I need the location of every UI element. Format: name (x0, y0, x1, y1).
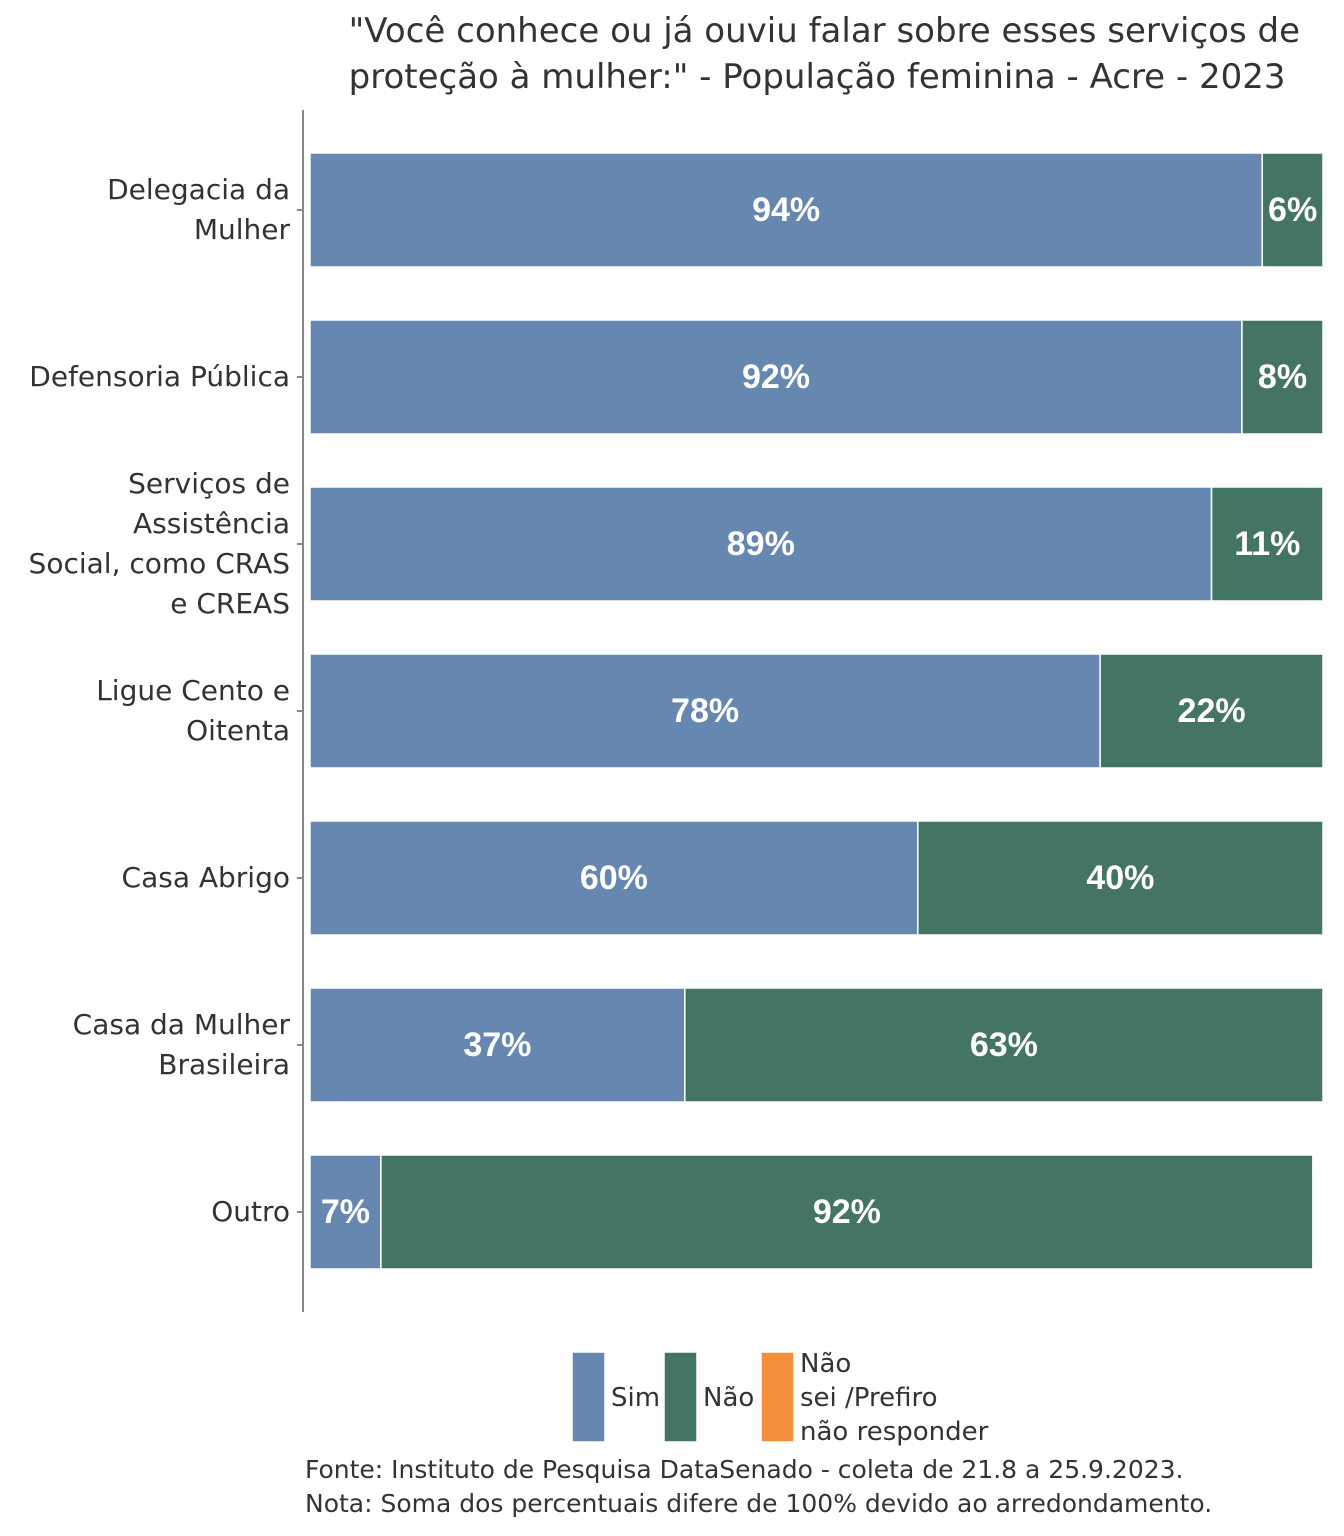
legend-label: Não (703, 1383, 755, 1413)
value-label: 22% (1178, 692, 1246, 730)
bar-segment (1261, 152, 1324, 268)
value-label: 11% (1234, 525, 1300, 563)
bar-segment (917, 820, 1324, 936)
y-tick-label: Casa Abrigo (121, 861, 290, 894)
value-label: 94% (752, 191, 820, 229)
value-label: 40% (1086, 859, 1154, 897)
bar-segment (684, 987, 1324, 1103)
value-label: 6% (1268, 191, 1317, 229)
legend-label: Sim (611, 1383, 661, 1413)
value-label: 92% (813, 1193, 881, 1231)
y-tick-label: Delegacia da Mulher (107, 173, 290, 246)
footnote: Fonte: Instituto de Pesquisa DataSenado … (305, 1455, 1184, 1484)
value-label: 78% (671, 692, 739, 730)
footnote: Nota: Soma dos percentuais difere de 100… (305, 1489, 1213, 1518)
y-tick-label: Casa da Mulher Brasileira (72, 1008, 290, 1081)
value-label: 92% (742, 358, 810, 396)
bar-segment (380, 1154, 1314, 1270)
bar-segment (309, 653, 1101, 769)
bar-segment (309, 1154, 382, 1270)
y-tick-label: Defensoria Pública (29, 360, 290, 393)
bar-segment (309, 987, 686, 1103)
value-label: 60% (580, 859, 648, 897)
bar-segment (309, 486, 1213, 602)
bar-segment (1099, 653, 1324, 769)
legend-key (663, 1351, 698, 1443)
legend-key (571, 1351, 606, 1443)
value-label: 37% (463, 1026, 531, 1064)
y-tick-label: Outro (211, 1195, 290, 1228)
chart-title: "Você conhece ou já ouviu falar sobre es… (348, 11, 1300, 97)
bar-segment (309, 319, 1243, 435)
bar-segment (1241, 319, 1324, 435)
bar-segment (309, 152, 1263, 268)
y-tick-label: Serviços de Assistência Social, como CRA… (28, 467, 290, 620)
value-label: 8% (1258, 358, 1307, 396)
legend-key (760, 1351, 795, 1443)
legend-label: Não sei /Prefiro não responder (800, 1349, 989, 1447)
value-label: 89% (727, 525, 795, 563)
value-label: 63% (970, 1026, 1038, 1064)
bar-segment (1210, 486, 1324, 602)
y-tick-label: Ligue Cento e Oitenta (96, 674, 290, 747)
value-label: 7% (321, 1193, 370, 1231)
